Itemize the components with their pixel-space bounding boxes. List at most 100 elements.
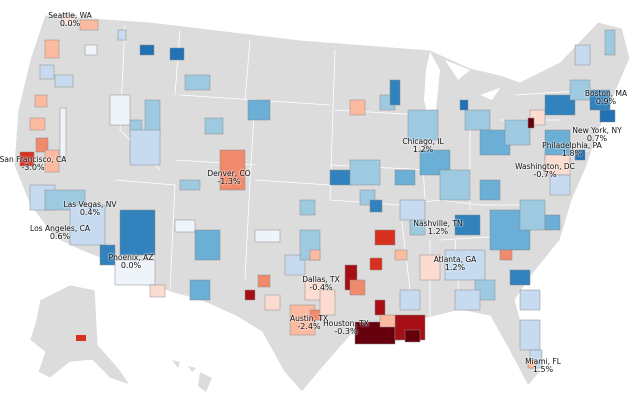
metro-area[interactable] bbox=[129, 129, 161, 166]
metro-area[interactable] bbox=[454, 289, 481, 311]
metro-area[interactable] bbox=[459, 99, 469, 111]
metro-area[interactable] bbox=[409, 219, 426, 236]
city-name: Los Angeles, CA bbox=[30, 224, 90, 233]
metro-area[interactable] bbox=[254, 229, 281, 243]
metro-area[interactable] bbox=[407, 109, 439, 141]
city-name: Atlanta, GA bbox=[433, 255, 477, 264]
metro-area[interactable] bbox=[244, 289, 256, 301]
metro-area[interactable] bbox=[99, 244, 116, 266]
metro-area[interactable] bbox=[519, 289, 541, 311]
metro-area[interactable] bbox=[264, 294, 281, 311]
metro-area[interactable] bbox=[114, 259, 156, 286]
metro-area[interactable] bbox=[194, 229, 221, 261]
metro-area[interactable] bbox=[219, 149, 246, 191]
metro-area[interactable] bbox=[179, 179, 201, 191]
metro-area[interactable] bbox=[389, 79, 401, 106]
metro-area[interactable] bbox=[349, 279, 366, 296]
state-border bbox=[244, 39, 251, 101]
metro-area[interactable] bbox=[369, 257, 383, 271]
metro-area[interactable] bbox=[527, 117, 535, 129]
metro-area[interactable] bbox=[61, 14, 77, 26]
metro-area[interactable] bbox=[604, 29, 616, 56]
metro-area[interactable] bbox=[369, 199, 383, 213]
city-value: -0.4% bbox=[309, 283, 333, 292]
metro-area[interactable] bbox=[399, 289, 421, 311]
metro-area[interactable] bbox=[419, 254, 441, 281]
metro-area[interactable] bbox=[35, 137, 49, 153]
state-border bbox=[114, 179, 176, 291]
metro-area[interactable] bbox=[404, 329, 421, 343]
metro-area[interactable] bbox=[509, 269, 531, 286]
city-label: Chicago, IL 1.2% bbox=[402, 138, 443, 154]
metro-area[interactable] bbox=[439, 169, 471, 201]
metro-area[interactable] bbox=[574, 149, 586, 161]
metro-area[interactable] bbox=[519, 199, 546, 231]
metro-area[interactable] bbox=[204, 117, 224, 135]
metro-area[interactable] bbox=[109, 94, 131, 126]
metro-area[interactable] bbox=[79, 19, 99, 31]
metro-area[interactable] bbox=[169, 47, 185, 61]
metro-area[interactable] bbox=[349, 99, 366, 116]
city-name: Houston, TX bbox=[323, 319, 369, 328]
metro-area[interactable] bbox=[464, 109, 491, 131]
city-name: San Francisco, CA bbox=[0, 155, 67, 164]
city-value: -1.3% bbox=[217, 177, 241, 186]
metro-area[interactable] bbox=[84, 44, 98, 56]
metro-area[interactable] bbox=[189, 279, 211, 301]
metro-area[interactable] bbox=[519, 319, 541, 351]
metro-area[interactable] bbox=[149, 284, 166, 298]
metro-area[interactable] bbox=[69, 204, 106, 246]
metro-area[interactable] bbox=[329, 169, 353, 186]
metro-area[interactable] bbox=[549, 174, 571, 196]
city-label: Houston, TX -0.3% bbox=[323, 320, 369, 336]
metro-area[interactable] bbox=[374, 229, 396, 246]
metro-area[interactable] bbox=[59, 107, 67, 159]
city-value: 0.7% bbox=[586, 134, 608, 143]
metro-area[interactable] bbox=[319, 289, 336, 316]
city-name: Dallas, TX bbox=[302, 275, 340, 284]
city-name: Phoenix, AZ bbox=[108, 253, 154, 262]
metro-area[interactable] bbox=[29, 117, 46, 131]
metro-area[interactable] bbox=[349, 159, 381, 186]
city-name: Miami, FL bbox=[525, 357, 561, 366]
metro-area[interactable] bbox=[504, 119, 531, 146]
metro-area[interactable] bbox=[34, 94, 48, 108]
metro-area[interactable] bbox=[257, 274, 271, 288]
metro-area[interactable] bbox=[299, 199, 316, 216]
metro-area[interactable] bbox=[44, 149, 60, 173]
metro-area[interactable] bbox=[139, 44, 155, 56]
metro-area[interactable] bbox=[39, 64, 55, 80]
metro-area[interactable] bbox=[479, 179, 501, 201]
metro-area[interactable] bbox=[119, 209, 156, 256]
metro-area[interactable] bbox=[44, 39, 60, 59]
metro-area[interactable] bbox=[247, 99, 271, 121]
metro-area[interactable] bbox=[454, 214, 481, 236]
metro-area[interactable] bbox=[574, 44, 591, 66]
state-border bbox=[174, 29, 181, 96]
metro-area[interactable] bbox=[54, 74, 74, 88]
hawaii bbox=[172, 360, 212, 392]
metro-area[interactable] bbox=[599, 109, 616, 123]
metro-area[interactable] bbox=[444, 249, 486, 281]
metro-area[interactable] bbox=[174, 219, 196, 233]
metro-area[interactable] bbox=[544, 94, 576, 116]
metro-area[interactable] bbox=[117, 29, 127, 41]
city-name: Austin, TX bbox=[289, 314, 329, 323]
city-value: 0.9% bbox=[595, 97, 617, 106]
metro-area[interactable] bbox=[76, 335, 86, 341]
metro-area[interactable] bbox=[309, 249, 321, 261]
metro-area[interactable] bbox=[374, 299, 386, 316]
metro-area[interactable] bbox=[379, 314, 396, 328]
city-value: 1.5% bbox=[532, 365, 554, 374]
metro-area[interactable] bbox=[19, 151, 35, 167]
metro-area[interactable] bbox=[527, 359, 537, 369]
metro-area[interactable] bbox=[184, 74, 211, 91]
metro-area[interactable] bbox=[399, 199, 426, 221]
metro-area[interactable] bbox=[544, 214, 561, 231]
metro-area[interactable] bbox=[394, 249, 408, 261]
city-name: Seattle, WA bbox=[48, 11, 92, 20]
city-name: Nashville, TN bbox=[413, 219, 463, 228]
metro-area[interactable] bbox=[394, 169, 416, 186]
metro-area[interactable] bbox=[499, 249, 513, 261]
city-value: 0.6% bbox=[49, 232, 71, 241]
